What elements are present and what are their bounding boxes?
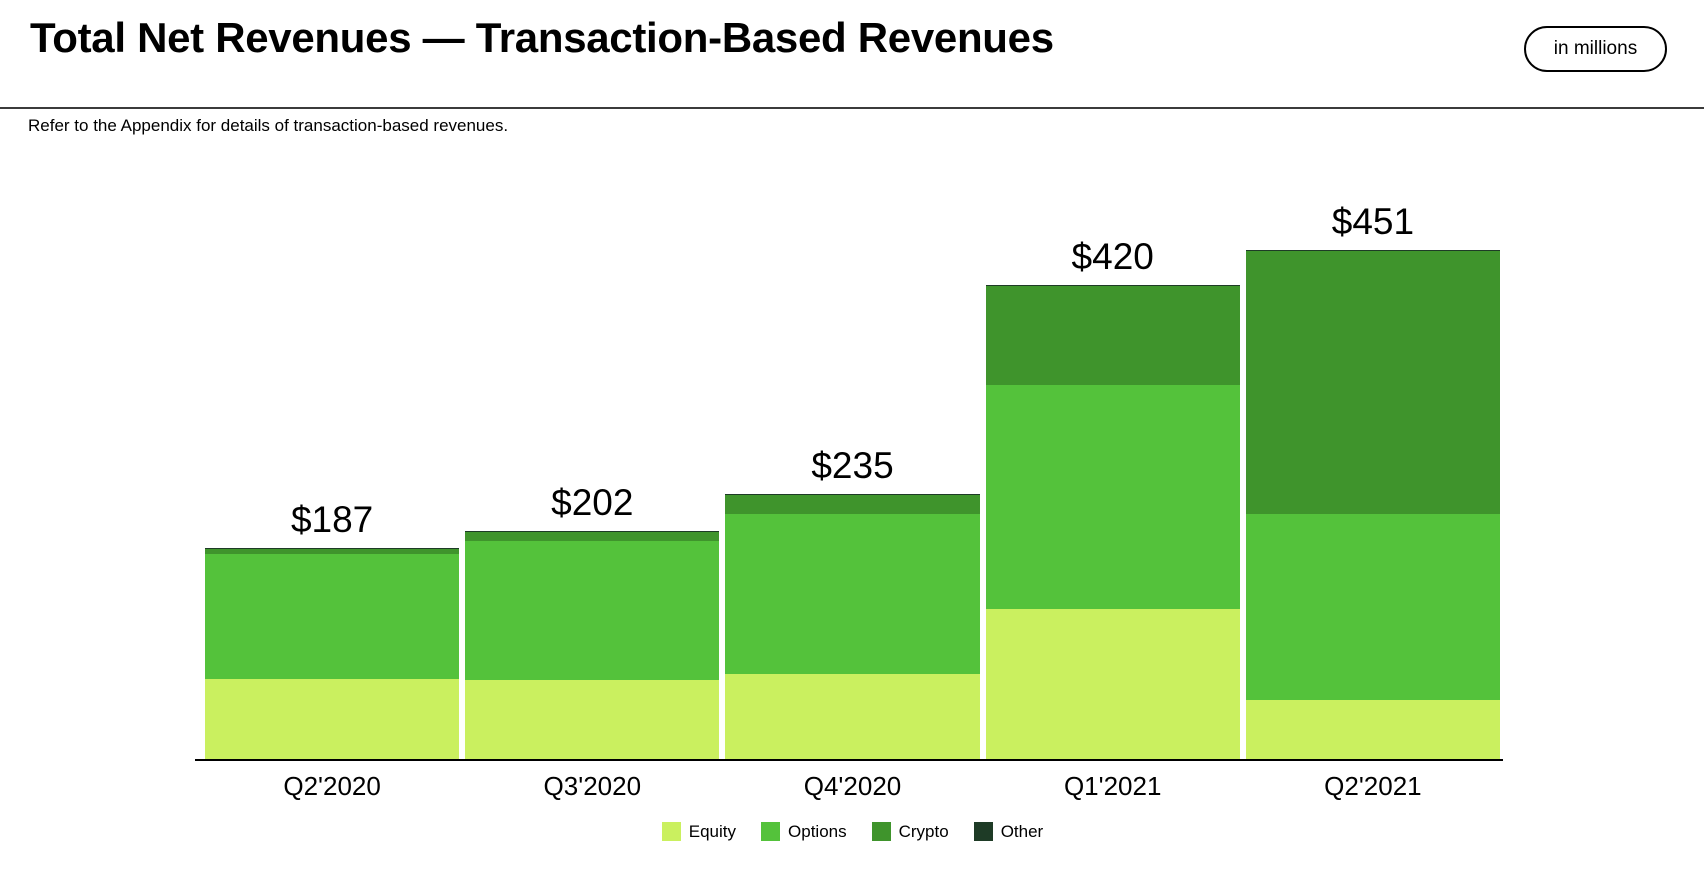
x-axis-label: Q2'2021 [1324, 771, 1422, 801]
legend-swatch-other [973, 822, 993, 841]
legend-item-crypto: Crypto [871, 822, 949, 841]
bar-segment-options [985, 385, 1240, 609]
bar-total-label: $235 [811, 444, 894, 486]
legend-swatch-options [761, 822, 781, 841]
x-axis-labels: Q2'2020 Q3'2020 Q4'2020 Q1'2021 Q2'2021 [205, 771, 1500, 802]
x-axis-label: Q3'2020 [543, 771, 642, 801]
bar-segment-other [205, 547, 460, 550]
legend-label: Options [788, 822, 847, 841]
chart-legend: Equity Options Crypto Other [205, 822, 1500, 841]
bar-segment-other [465, 531, 720, 533]
legend-swatch-crypto [871, 822, 891, 841]
bar-total-label: $420 [1071, 236, 1154, 278]
bar-segment-options [1245, 514, 1501, 701]
x-axis-line [195, 759, 1503, 761]
bar-segment-crypto [205, 549, 460, 554]
bar-segment-other [1245, 250, 1501, 252]
bar-segment-equity [725, 674, 980, 759]
bar-q3-2020: $202 [465, 482, 720, 759]
bar-segment-crypto [985, 286, 1240, 386]
bar-segment-options [465, 541, 720, 680]
stacked-bar-chart: $187 $202 $235 $420 $451 [205, 201, 1501, 759]
bar-segment-crypto [725, 494, 980, 515]
bar-q2-2021: $451 [1245, 201, 1501, 759]
bar-segment-other [725, 493, 980, 495]
legend-item-options: Options [761, 822, 847, 841]
legend-item-equity: Equity [661, 822, 737, 841]
bar-segment-equity [205, 678, 460, 759]
x-axis-label: Q2'2020 [283, 771, 381, 801]
legend-label: Crypto [898, 822, 949, 841]
bar-segment-other [985, 285, 1240, 287]
unit-badge-label: in millions [1553, 38, 1638, 59]
footnote-text: Refer to the Appendix for details of tra… [28, 116, 509, 135]
legend-label: Other [1000, 822, 1044, 841]
bar-segment-equity [985, 608, 1240, 759]
unit-badge: in millions [1524, 26, 1667, 72]
legend-label: Equity [688, 822, 737, 841]
bar-total-label: $202 [551, 482, 634, 524]
legend-swatch-equity [661, 822, 681, 841]
bar-total-label: $187 [290, 499, 374, 541]
bar-q2-2020: $187 [205, 499, 460, 759]
bar-segment-equity [1245, 700, 1501, 759]
bar-segment-equity [465, 680, 720, 759]
bar-total-label: $451 [1331, 201, 1415, 243]
bar-segment-crypto [465, 532, 720, 542]
x-axis-label: Q4'2020 [803, 771, 902, 801]
bar-segment-crypto [1245, 251, 1501, 515]
title-divider [0, 107, 1704, 109]
bar-q1-2021: $420 [985, 236, 1240, 759]
bar-segment-options [725, 514, 980, 675]
x-axis-label: Q1'2021 [1063, 771, 1162, 801]
bar-q4-2020: $235 [725, 444, 980, 759]
bar-segment-options [205, 553, 460, 679]
page-title: Total Net Revenues — Transaction-Based R… [30, 14, 1054, 61]
legend-item-other: Other [973, 822, 1044, 841]
